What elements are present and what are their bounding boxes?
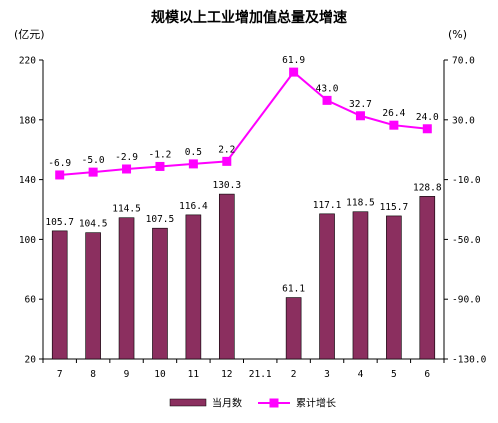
bar-data-label: 130.3	[212, 180, 241, 191]
bar-data-label: 61.1	[282, 284, 305, 295]
line-point	[222, 156, 232, 166]
legend-swatch-bar	[169, 398, 207, 407]
bar	[185, 214, 202, 360]
bar	[152, 227, 168, 360]
x-tick-label: 3	[324, 369, 330, 380]
x-tick-label: 9	[124, 369, 130, 380]
x-tick-label: 11	[188, 369, 200, 380]
line-data-label: -6.9	[48, 158, 71, 169]
y-left-tick-label: 140	[19, 175, 36, 186]
y-right-tick-label: -50.0	[452, 235, 481, 246]
bar	[419, 196, 436, 360]
bar-data-label: 118.5	[346, 198, 375, 209]
y-right-tick-label: -130.0	[452, 355, 487, 366]
y-left-tick-label: 60	[25, 295, 37, 306]
bar-data-label: 104.5	[79, 219, 108, 230]
bar-data-label: 116.4	[179, 201, 208, 212]
line-data-label: 2.2	[218, 144, 235, 155]
line-point	[122, 164, 132, 174]
x-tick-label: 12	[221, 369, 232, 380]
bar-data-label: 114.5	[112, 204, 141, 215]
line-point	[289, 67, 299, 77]
x-tick-label: 5	[391, 369, 397, 380]
y-left-tick-label: 180	[19, 115, 36, 126]
y-left-tick-label: 220	[19, 56, 36, 67]
y-left-tick-label: 20	[25, 355, 37, 366]
line-point	[322, 95, 332, 105]
bar	[352, 211, 369, 360]
y-right-tick-label: -90.0	[452, 295, 481, 306]
line-data-label: 61.9	[282, 55, 305, 66]
bar	[218, 193, 235, 360]
bar	[85, 232, 101, 360]
bar-data-label: 105.7	[45, 217, 74, 228]
chart-title: 规模以上工业增加值总量及增速	[151, 9, 347, 26]
x-tick-label: 2	[291, 369, 297, 380]
x-tick-label: 7	[57, 369, 63, 380]
line-data-label: 24.0	[416, 112, 439, 123]
line-data-label: 32.7	[349, 99, 372, 110]
line-data-label: -1.2	[149, 149, 172, 160]
line-point	[355, 111, 365, 121]
bar	[51, 230, 68, 360]
line-data-label: -2.9	[115, 152, 138, 163]
legend-swatch-marker	[269, 398, 279, 408]
x-tick-label: 21.1	[249, 369, 272, 380]
x-tick-label: 4	[358, 369, 364, 380]
line-point	[389, 120, 399, 130]
y-left-unit: (亿元)	[14, 28, 45, 41]
bar-data-label: 117.1	[313, 200, 342, 211]
bar	[118, 217, 135, 360]
line-data-label: 26.4	[382, 108, 405, 119]
x-tick-label: 8	[90, 369, 96, 380]
bar	[386, 215, 402, 360]
y-right-tick-label: -10.0	[452, 175, 481, 186]
line-point	[188, 159, 198, 169]
x-tick-label: 6	[424, 369, 430, 380]
line-point	[88, 167, 98, 177]
x-tick-label: 10	[154, 369, 166, 380]
y-left-tick-label: 100	[19, 235, 36, 246]
line-point	[55, 170, 65, 180]
line-data-label: 43.0	[316, 83, 339, 94]
y-right-unit: (%)	[448, 28, 467, 41]
bar	[285, 297, 302, 360]
line-data-label: -5.0	[82, 155, 105, 166]
legend-label-line: 累计增长	[296, 397, 336, 410]
line-point	[422, 124, 432, 134]
plot-area: 220 180 140 100 60 20 70.0 30.0 -10.0 -50.0 -90.0 -…	[19, 55, 487, 380]
bar-data-label: 115.7	[380, 202, 409, 213]
legend: 当月数 累计增长	[169, 397, 336, 410]
line-point	[155, 161, 165, 171]
bar-data-label: 107.5	[146, 214, 175, 225]
y-right-tick-label: 30.0	[452, 115, 475, 126]
bar-data-label: 128.8	[413, 182, 442, 193]
bar	[319, 213, 335, 360]
line-data-label: 0.5	[185, 147, 202, 158]
legend-label-bar: 当月数	[212, 397, 242, 410]
y-right-tick-label: 70.0	[452, 56, 475, 67]
